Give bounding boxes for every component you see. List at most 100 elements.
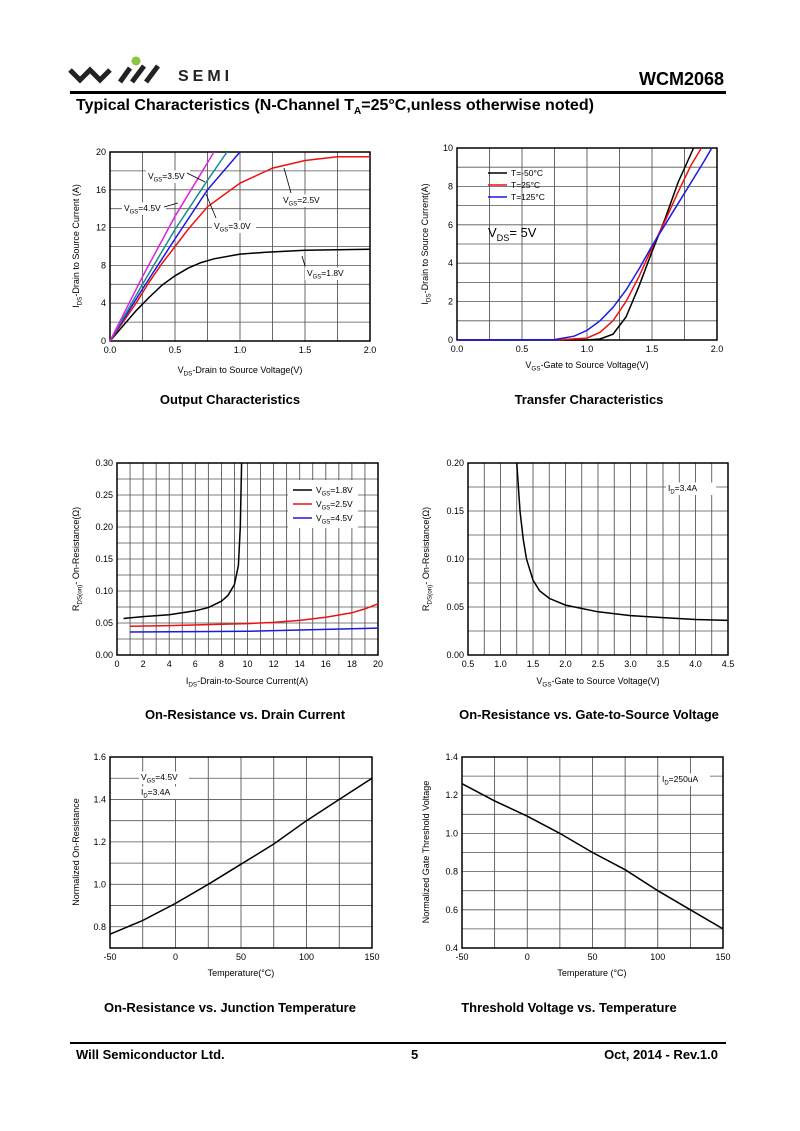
- footer-date-revision: Oct, 2014 - Rev.1.0: [604, 1047, 718, 1062]
- x-axis-label-rest: -Gate to Source Voltage(V): [552, 676, 660, 686]
- annotation-label-rest: =3.4A: [675, 483, 698, 493]
- x-axis-label-main: V: [525, 360, 531, 370]
- annotation-bg: [139, 771, 189, 784]
- y-axis-label: IDS-Drain to Source Current(A): [420, 183, 433, 304]
- legend-label-rest: °C: [535, 192, 545, 202]
- x-tick-label: -50: [103, 952, 116, 962]
- x-axis-label-sub: GS: [531, 366, 540, 373]
- annotation-bg: [212, 220, 256, 233]
- x-tick-label: 100: [650, 952, 665, 962]
- title-text: Typical Characteristics (N-Channel T: [76, 97, 354, 114]
- annotation-label-sub: GS: [220, 228, 229, 234]
- annotation-bg: [139, 786, 189, 799]
- x-tick-label: 4.0: [689, 659, 702, 669]
- annotation-bg: [281, 194, 325, 207]
- y-tick-label: 0.30: [95, 458, 113, 468]
- header-divider: [70, 91, 726, 94]
- chart-3: 0 2 4 6 8 10 12 14 16 18 20 0.00 0.05 0.10 0.15 0.20 0.2…: [71, 458, 383, 689]
- legend-label-main: V: [316, 485, 322, 495]
- title-text-end: =25°C,unless otherwise noted): [361, 97, 594, 114]
- x-tick-label: 18: [347, 659, 357, 669]
- y-tick-label: 0.25: [95, 490, 113, 500]
- x-axis-label: VGS-Gate to Source Voltage(V): [525, 360, 648, 373]
- y-axis-label-sub: DS(on): [77, 585, 84, 605]
- y-tick-label: 0.8: [445, 867, 458, 877]
- annotation-label-sub: DS: [497, 233, 510, 243]
- page-title: Typical Characteristics (N-Channel TA=25…: [76, 97, 594, 117]
- x-axis-label-rest: °C): [261, 968, 274, 978]
- legend-label-rest: =2.5V: [330, 499, 353, 509]
- annotation-label: VGS=4.5V: [141, 772, 178, 785]
- x-axis-label-main: V: [178, 365, 184, 375]
- series-line-1: [461, 783, 724, 930]
- y-tick-label: 1.0: [93, 879, 106, 889]
- y-tick-label: 4: [448, 258, 453, 268]
- annotation-bg: [122, 202, 166, 215]
- x-tick-label: 20: [373, 659, 383, 669]
- annotation-label: VGS=4.5V: [124, 203, 161, 216]
- annotation-arrow: [186, 172, 206, 183]
- x-tick-label: 0.0: [451, 344, 464, 354]
- annotation-bg: [660, 773, 710, 786]
- annotation-bg: [146, 170, 190, 183]
- brand-semi: SEMI: [178, 68, 234, 85]
- legend-label-main: T=125: [511, 192, 536, 202]
- y-tick-label: 0.15: [446, 506, 464, 516]
- legend-label-main: V: [316, 499, 322, 509]
- annotation-label-main: I: [662, 774, 664, 784]
- y-axis-label-rest: - On-Resistance(Ω): [71, 507, 81, 585]
- y-tick-label: 1.2: [445, 790, 458, 800]
- annotation-label: ID=250uA: [662, 774, 699, 787]
- x-tick-label: 100: [299, 952, 314, 962]
- annotation-label-main: I: [141, 787, 143, 797]
- plot-frame: [467, 462, 729, 656]
- legend-label: T=25°C: [511, 180, 540, 190]
- series-line-2: [109, 155, 370, 342]
- x-axis-label-sub: GS: [542, 682, 551, 689]
- caption-on-resistance-vs-temperature: On-Resistance vs. Junction Temperature: [104, 1000, 356, 1015]
- y-tick-label: 4: [101, 298, 106, 308]
- y-tick-label: 0.05: [446, 602, 464, 612]
- annotation-label: VGS=3.5V: [148, 171, 185, 184]
- y-tick-label: 1.4: [93, 794, 106, 804]
- legend-label-sub: GS: [322, 506, 331, 512]
- annotation-label-sub: GS: [130, 210, 139, 216]
- y-tick-label: 0.00: [95, 650, 113, 660]
- y-axis-label-main: Normalized Gate Threshold Voltage: [421, 781, 431, 923]
- y-axis-label-sub: DS: [426, 293, 433, 302]
- x-tick-label: 1.0: [581, 344, 594, 354]
- y-tick-label: 0: [101, 336, 106, 346]
- x-tick-label: 16: [321, 659, 331, 669]
- annotation-label-sub: D: [664, 781, 668, 787]
- footer-company: Will Semiconductor Ltd.: [76, 1047, 225, 1062]
- x-axis-label: VDS-Drain to Source Voltage(V): [178, 365, 303, 378]
- footer-page-number: 5: [411, 1047, 419, 1062]
- annotation-label-rest: =3.5V: [162, 171, 185, 181]
- footer-divider: [70, 1042, 726, 1044]
- annotation-label-rest: = 5V: [509, 225, 536, 240]
- x-tick-label: 8: [219, 659, 224, 669]
- y-tick-label: 0.8: [93, 922, 106, 932]
- x-tick-label: 1.5: [299, 345, 312, 355]
- x-tick-label: 4: [167, 659, 172, 669]
- annotation-label: VDS= 5V: [488, 225, 537, 243]
- x-axis-label: Temperature (°C): [557, 968, 626, 978]
- series-line-1: [457, 147, 695, 341]
- y-tick-label: 10: [443, 143, 453, 153]
- legend-label-rest: =4.5V: [330, 513, 353, 523]
- annotation-label-rest: =3.4A: [148, 787, 171, 797]
- annotation-label: ID=3.4A: [668, 483, 697, 496]
- y-tick-label: 0.05: [95, 618, 113, 628]
- x-tick-label: 150: [364, 952, 379, 962]
- x-axis-label-main: V: [536, 676, 542, 686]
- x-axis-label-rest: -Gate to Source Voltage(V): [541, 360, 649, 370]
- series-line-1: [516, 462, 729, 622]
- legend-label: VGS=4.5V: [316, 513, 353, 526]
- series-line-2: [456, 147, 703, 341]
- y-axis-label: IDS-Drain to Source Current (A): [71, 184, 84, 308]
- chart-5: -50 0 50 100 150 0.8 1.0 1.2 1.4 1.6 Temperature(°…: [71, 752, 380, 978]
- y-tick-label: 0.10: [95, 586, 113, 596]
- x-tick-label: 4.5: [722, 659, 735, 669]
- y-tick-label: 0.20: [95, 522, 113, 532]
